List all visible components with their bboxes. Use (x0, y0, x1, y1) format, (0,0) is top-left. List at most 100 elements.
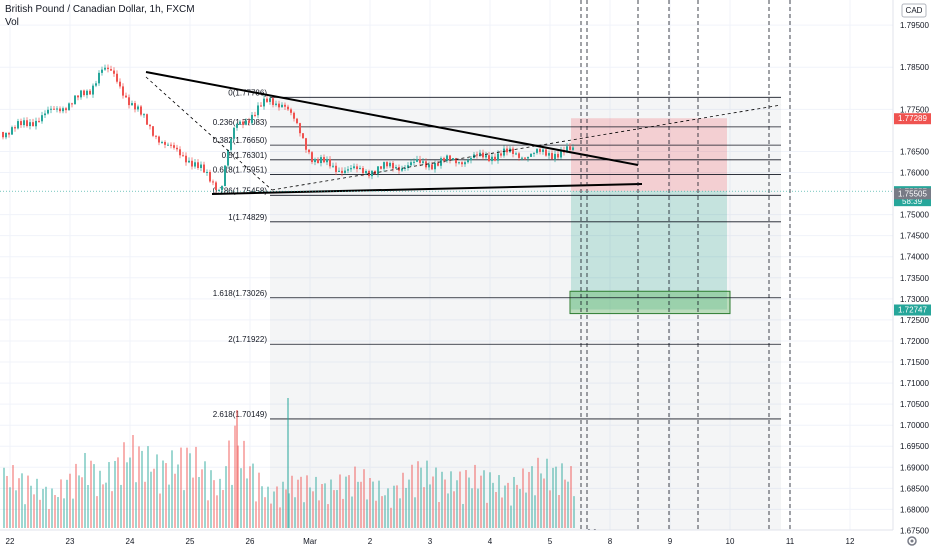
candle-body (431, 164, 433, 170)
fib-level-label: 0(1.77786) (228, 88, 267, 97)
fib-retracement-area (270, 97, 781, 539)
volume-bar (207, 500, 209, 528)
fib-level-label: 2(1.71922) (228, 335, 267, 344)
fib-level-label: 0.618(1.75951) (213, 166, 268, 175)
candle-body (191, 160, 193, 167)
candle-body (449, 155, 451, 161)
volume-bar (489, 472, 491, 528)
candle-body (20, 121, 22, 126)
volume-bar (75, 463, 77, 528)
candle-body (434, 163, 436, 170)
price-tick-label: 1.72000 (900, 337, 929, 346)
candle-body (110, 69, 112, 71)
price-tick-label: 1.76500 (900, 147, 929, 156)
volume-bar (168, 484, 170, 528)
volume-bar (87, 485, 89, 528)
volume-bar (141, 450, 143, 528)
volume-bar (201, 469, 203, 528)
candle-body (464, 162, 466, 165)
volume-bar (465, 470, 467, 528)
candle-body (2, 132, 4, 138)
volume-bar (450, 471, 452, 528)
volume-bar (474, 464, 476, 528)
candle-body (482, 152, 484, 158)
volume-bar (525, 492, 527, 528)
time-tick-label: 23 (66, 537, 75, 546)
volume-bar (42, 488, 44, 528)
candle-body (155, 135, 157, 137)
candle-body (221, 186, 223, 190)
settings-gear-icon[interactable] (907, 536, 917, 546)
volume-bar (282, 481, 284, 528)
candle-body (254, 114, 256, 116)
candle-body (356, 166, 358, 170)
volume-bar (471, 488, 473, 528)
time-tick-label: 5 (548, 537, 553, 546)
candle-body (275, 103, 277, 105)
time-tick-label: 12 (846, 537, 855, 546)
volume-bar (564, 479, 566, 528)
time-tick-label: 8 (608, 537, 613, 546)
candle-body (440, 158, 442, 166)
candle-body (89, 90, 91, 95)
volume-bar (438, 502, 440, 528)
candle-body (116, 73, 118, 82)
candle-body (167, 144, 169, 146)
fib-level-label: 1(1.74829) (228, 213, 267, 222)
volume-bar (393, 485, 395, 528)
candle-body (386, 162, 388, 167)
fib-diagonal-line (271, 104, 782, 191)
volume-bar (321, 484, 323, 528)
volume-bar (183, 490, 185, 528)
price-tick-label: 1.73000 (900, 295, 929, 304)
candle-body (479, 152, 481, 156)
volume-bar (339, 474, 341, 528)
candle-body (377, 166, 379, 174)
candle-body (41, 115, 43, 122)
volume-bar (189, 453, 191, 528)
candle-body (128, 97, 130, 106)
candle-body (326, 159, 328, 163)
candle-body (170, 144, 172, 146)
candle-body (338, 170, 340, 172)
fib-level-label: 1.618(1.73026) (213, 289, 268, 298)
candle-body (500, 153, 502, 156)
candle-body (470, 158, 472, 161)
candle-body (341, 170, 343, 173)
candle-body (557, 153, 559, 158)
time-axis-background (0, 530, 893, 550)
gear-ring (907, 536, 917, 546)
candle-body (242, 121, 244, 125)
candle-body (506, 148, 508, 153)
volume-bar (531, 466, 533, 528)
candle-body (161, 141, 163, 143)
candle-body (239, 121, 241, 124)
candle-body (164, 141, 166, 145)
volume-bar (99, 470, 101, 528)
candle-body (542, 149, 544, 152)
price-tick-label: 1.74000 (900, 253, 929, 262)
volume-bar (363, 469, 365, 528)
candle-body (335, 165, 337, 172)
volume-bar (276, 486, 278, 528)
candle-body (224, 165, 226, 187)
candle-body (131, 103, 133, 106)
currency-badge[interactable] (901, 3, 927, 18)
candle-body (146, 114, 148, 125)
candle-body (65, 108, 67, 111)
volume-bar (369, 478, 371, 528)
volume-bar (378, 480, 380, 528)
price-axis-background (893, 0, 932, 550)
volume-bar (267, 486, 269, 528)
time-tick-label: 2 (368, 537, 373, 546)
candle-body (101, 69, 103, 73)
candle-body (404, 167, 406, 169)
candle-body (47, 109, 49, 114)
volume-bar (414, 497, 416, 528)
candle-body (83, 90, 85, 96)
volume-bar (366, 499, 368, 528)
candle-body (539, 149, 541, 152)
candle-body (203, 164, 205, 173)
volume-bar (180, 447, 182, 528)
